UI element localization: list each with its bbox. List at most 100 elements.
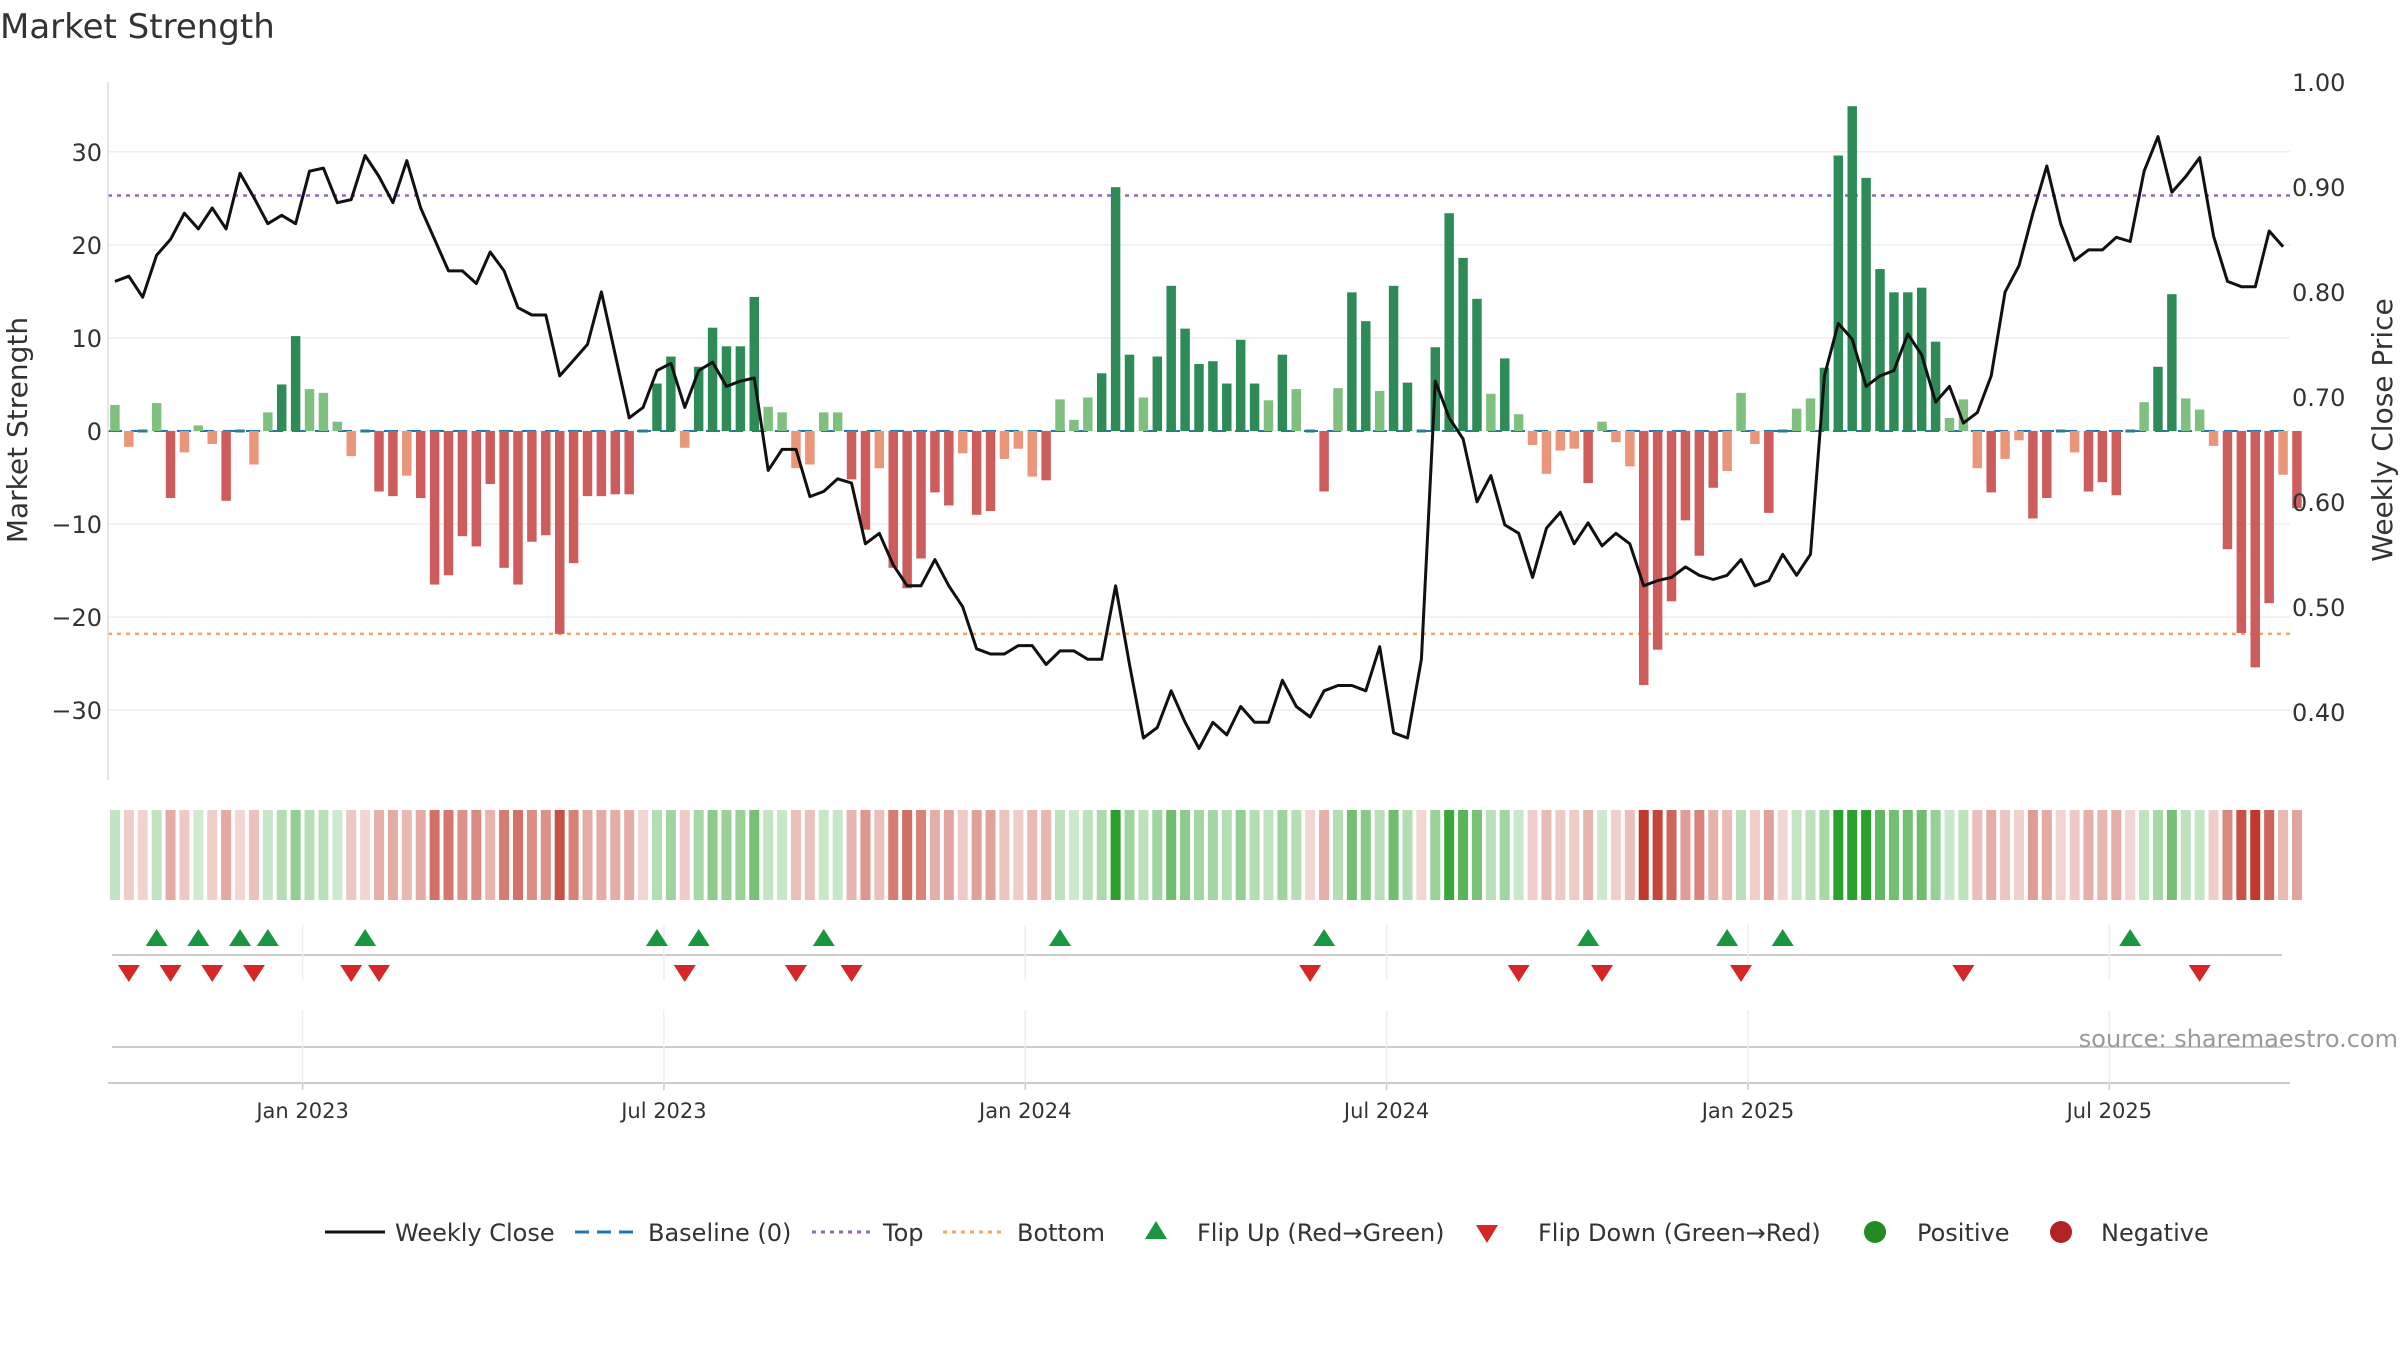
strength-bar bbox=[1458, 257, 1468, 431]
x-axis-ticks: Jan 2023 Jul 2023 Jan 2024 Jul 2024 Jan 2025… bbox=[254, 1083, 2152, 1123]
heat-cell bbox=[485, 810, 496, 900]
strength-bar bbox=[2000, 431, 2010, 459]
strength-bar bbox=[471, 431, 482, 547]
heat-cell bbox=[276, 810, 287, 900]
y2-tick-label: 0.90 bbox=[2292, 174, 2345, 202]
heat-cell bbox=[1402, 810, 1413, 900]
heat-cell bbox=[1805, 810, 1816, 900]
strength-bar bbox=[1722, 431, 1732, 472]
heat-cell bbox=[1444, 810, 1455, 900]
strength-bar bbox=[1027, 431, 1037, 477]
heat-cell bbox=[262, 810, 273, 900]
heat-cell bbox=[1221, 810, 1232, 900]
heat-cell bbox=[874, 810, 885, 900]
heat-cell bbox=[1305, 810, 1316, 900]
strength-bar bbox=[638, 429, 648, 433]
strength-bar bbox=[2097, 431, 2108, 483]
heat-cell bbox=[721, 810, 732, 900]
flip-down-marker bbox=[1730, 965, 1753, 982]
heat-cell bbox=[846, 810, 857, 900]
heat-cell bbox=[1680, 810, 1691, 900]
strength-bar bbox=[429, 431, 440, 585]
strength-bar bbox=[2083, 431, 2094, 492]
heat-cell bbox=[957, 810, 968, 900]
heat-cell bbox=[318, 810, 329, 900]
strength-bar bbox=[1736, 392, 1746, 431]
strength-bar bbox=[2194, 409, 2205, 431]
heat-cell bbox=[387, 810, 398, 900]
heat-cell bbox=[193, 810, 204, 900]
flip-up-marker bbox=[354, 929, 377, 946]
flip-down-marker bbox=[340, 965, 363, 982]
strength-bar bbox=[1096, 373, 1107, 431]
legend-positive-label: Positive bbox=[1917, 1219, 2010, 1247]
heat-cell bbox=[2125, 810, 2136, 900]
strength-bar bbox=[1930, 341, 1941, 431]
heat-cell bbox=[2111, 810, 2122, 900]
legend-flip-down-marker bbox=[1476, 1225, 1498, 1243]
heat-cell bbox=[401, 810, 412, 900]
strength-bar bbox=[2042, 431, 2052, 499]
heat-cell bbox=[1888, 810, 1899, 900]
heat-cell bbox=[2291, 810, 2302, 900]
strength-bar bbox=[541, 431, 551, 536]
strength-heat-strip bbox=[109, 810, 2302, 900]
heat-cell bbox=[1638, 810, 1649, 900]
heat-cell bbox=[1374, 810, 1385, 900]
flip-down-marker bbox=[159, 965, 182, 982]
flip-down-marker bbox=[242, 965, 265, 982]
heat-cell bbox=[346, 810, 357, 900]
legend-flip-down-label: Flip Down (Green→Red) bbox=[1538, 1219, 1821, 1247]
weekly-close-line bbox=[114, 135, 2285, 750]
flip-down-marker bbox=[201, 965, 224, 982]
heat-cell bbox=[1235, 810, 1246, 900]
strength-bar bbox=[1889, 292, 1899, 431]
strength-bar bbox=[1263, 400, 1274, 431]
heat-cell bbox=[1833, 810, 1844, 900]
heat-cell bbox=[1749, 810, 1760, 900]
legend-baseline-label: Baseline (0) bbox=[648, 1219, 791, 1247]
heat-cell bbox=[2013, 810, 2024, 900]
flip-down-marker bbox=[673, 965, 696, 982]
strength-bar bbox=[249, 431, 259, 465]
heat-cell bbox=[1652, 810, 1663, 900]
heat-cell bbox=[999, 810, 1010, 900]
heat-cell bbox=[1430, 810, 1441, 900]
heat-cell bbox=[1416, 810, 1427, 900]
strength-bar bbox=[1249, 383, 1260, 431]
strength-bar bbox=[165, 431, 176, 499]
heat-cell bbox=[2069, 810, 2080, 900]
strength-bar bbox=[666, 356, 676, 431]
y2-tick-label: 0.50 bbox=[2292, 594, 2345, 622]
flip-down-marker bbox=[1952, 965, 1975, 982]
strength-bar bbox=[1110, 187, 1121, 431]
strength-bar bbox=[1555, 431, 1566, 451]
strength-bar bbox=[1972, 431, 1983, 469]
flip-up-marker bbox=[812, 929, 835, 946]
strength-bar bbox=[1194, 363, 1204, 431]
flip-up-marker bbox=[687, 929, 710, 946]
heat-cell bbox=[1096, 810, 1107, 900]
heat-cell bbox=[1847, 810, 1858, 900]
flip-up-marker bbox=[187, 929, 210, 946]
y2-tick-label: 0.60 bbox=[2292, 489, 2345, 517]
y2-tick-label: 1.00 bbox=[2292, 69, 2345, 97]
legend-negative-dot bbox=[2050, 1221, 2072, 1243]
strength-bar bbox=[1333, 388, 1343, 431]
strength-bar bbox=[332, 421, 343, 431]
strength-bar bbox=[2167, 294, 2177, 431]
y2-tick-label: 0.70 bbox=[2292, 384, 2345, 412]
heat-cell bbox=[1041, 810, 1052, 900]
heat-cell bbox=[151, 810, 162, 900]
strength-bar bbox=[499, 431, 509, 568]
strength-bar bbox=[388, 431, 398, 497]
heat-cell bbox=[1124, 810, 1135, 900]
strength-bar bbox=[527, 431, 537, 542]
strength-bar bbox=[582, 431, 593, 497]
heat-cell bbox=[1166, 810, 1177, 900]
heat-cell bbox=[2166, 810, 2177, 900]
strength-bar bbox=[1041, 431, 1051, 481]
strength-bar bbox=[777, 412, 787, 431]
heat-cell bbox=[512, 810, 523, 900]
